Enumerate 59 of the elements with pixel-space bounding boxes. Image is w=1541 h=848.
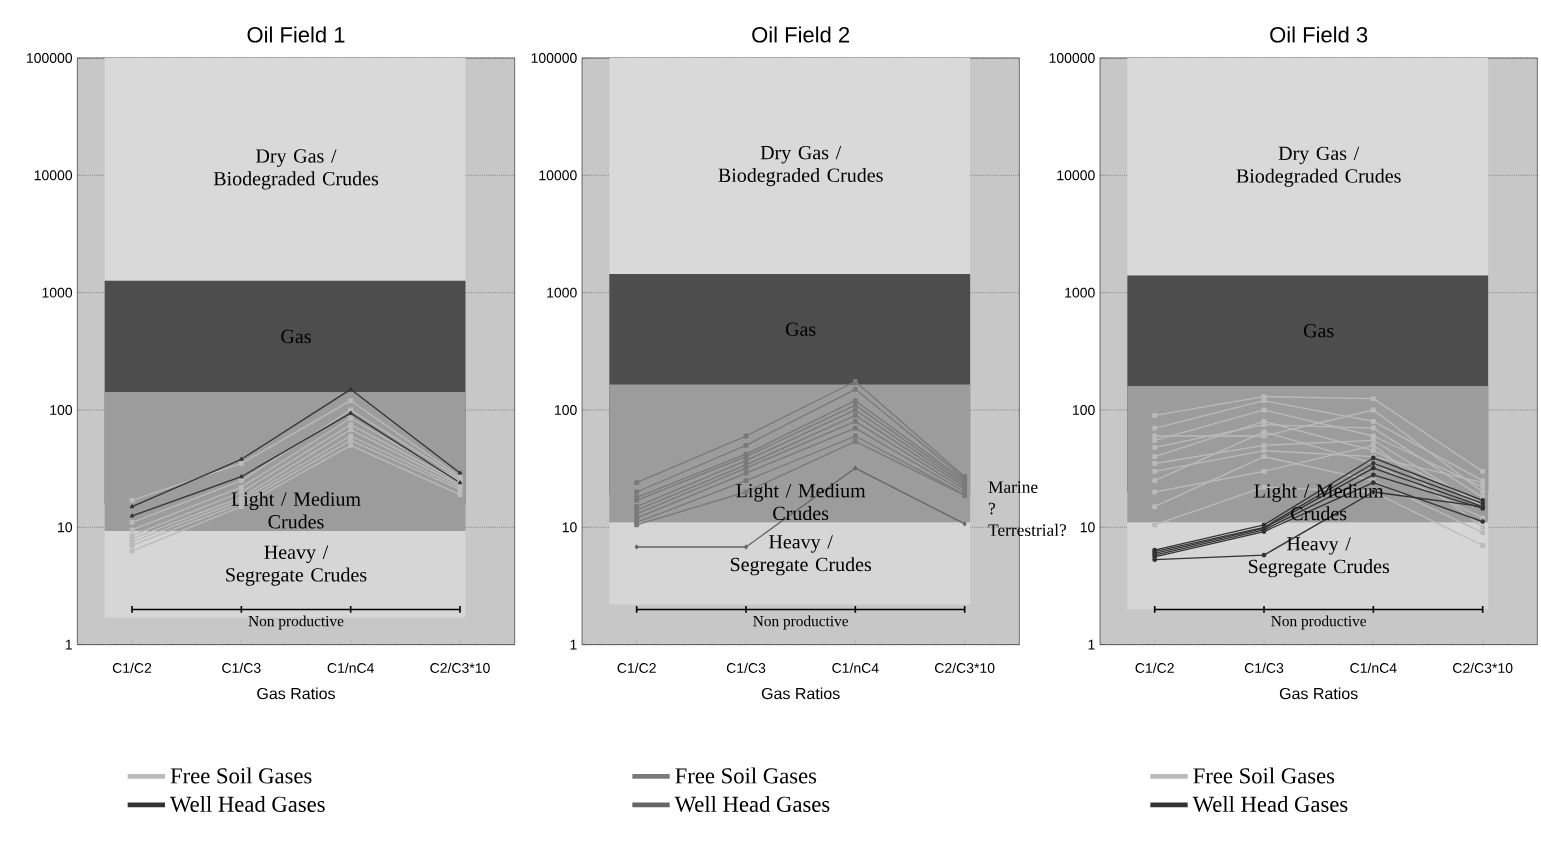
x-axis-title: Gas Ratios: [257, 687, 335, 700]
annotation: Non productive: [248, 615, 344, 630]
x-tick-label: C1/C3: [1244, 662, 1284, 673]
y-tick-label: 100000: [531, 53, 577, 63]
chart-title: Oil Field 3: [1270, 26, 1368, 43]
x-tick-label: C1/nC4: [1350, 662, 1397, 673]
y-tick-label: 10000: [34, 170, 73, 181]
y-tick-label: 100: [1073, 405, 1095, 415]
annotation: Non productive: [753, 615, 849, 630]
y-tick-label: 100: [555, 405, 577, 415]
legend-label: Well Head Gases: [1192, 795, 1348, 813]
x-tick-label: C1/C3: [222, 662, 261, 673]
legend-label: Free Soil Gases: [170, 767, 312, 784]
annotation: Terrestrial?: [988, 523, 1067, 537]
y-tick-label: 10000: [539, 170, 577, 181]
band-label: Heavy / Segregate Crudes: [1248, 537, 1390, 578]
y-tick-label: 1000: [42, 287, 73, 298]
y-tick-label: 100000: [26, 53, 73, 63]
x-tick-label: C2/C3*10: [935, 662, 995, 673]
x-tick-label: C1/nC4: [832, 662, 879, 673]
y-tick-label: 1: [570, 639, 577, 650]
x-tick-label: C2/C3*10: [430, 662, 490, 673]
y-tick-label: 10: [1080, 522, 1095, 533]
legend-label: Well Head Gases: [674, 795, 830, 813]
x-tick-label: C1/C2: [1135, 662, 1174, 673]
legend-label: Free Soil Gases: [675, 767, 817, 784]
band-label: Light / Medium Crudes: [736, 483, 866, 521]
band-label: Gas: [1303, 324, 1334, 338]
chart-title: Oil Field 2: [752, 26, 850, 43]
x-tick-label: C1/nC4: [327, 662, 374, 673]
x-tick-label: C2/C3*10: [1453, 662, 1513, 673]
y-tick-label: 100000: [1049, 53, 1095, 63]
band-label: Gas: [281, 329, 311, 344]
band-label: Dry Gas / Biodegraded Crudes: [718, 145, 883, 187]
x-axis-title: Gas Ratios: [761, 687, 840, 700]
band-label: Light / Medium Crudes: [231, 491, 361, 529]
y-tick-label: 1: [65, 639, 72, 650]
x-axis-title: Gas Ratios: [1279, 687, 1358, 700]
y-tick-label: 100: [50, 405, 73, 415]
band-label: Dry Gas / Biodegraded Crudes: [1236, 146, 1401, 187]
legend-label: Well Head Gases: [170, 795, 325, 813]
y-tick-label: 10: [58, 522, 73, 533]
annotation: Marine: [988, 481, 1038, 493]
y-tick-label: 10000: [1057, 170, 1095, 181]
x-tick-label: C1/C2: [617, 662, 656, 673]
annotation: ?: [988, 502, 996, 515]
x-tick-label: C1/C2: [112, 662, 152, 673]
y-tick-label: 10: [562, 522, 577, 533]
band-label: Heavy / Segregate Crudes: [730, 535, 872, 576]
annotation: Non productive: [1271, 615, 1367, 630]
x-tick-label: C1/C3: [726, 662, 766, 673]
band-label: Heavy / Segregate Crudes: [226, 545, 367, 586]
y-tick-label: 1: [1088, 639, 1095, 650]
legend-label: Free Soil Gases: [1193, 767, 1335, 784]
band-label: Dry Gas / Biodegraded Crudes: [213, 149, 379, 190]
chart-title: Oil Field 1: [247, 26, 345, 43]
y-tick-label: 1000: [547, 287, 577, 298]
y-tick-label: 1000: [1065, 287, 1095, 298]
band-label: Gas: [785, 322, 816, 336]
